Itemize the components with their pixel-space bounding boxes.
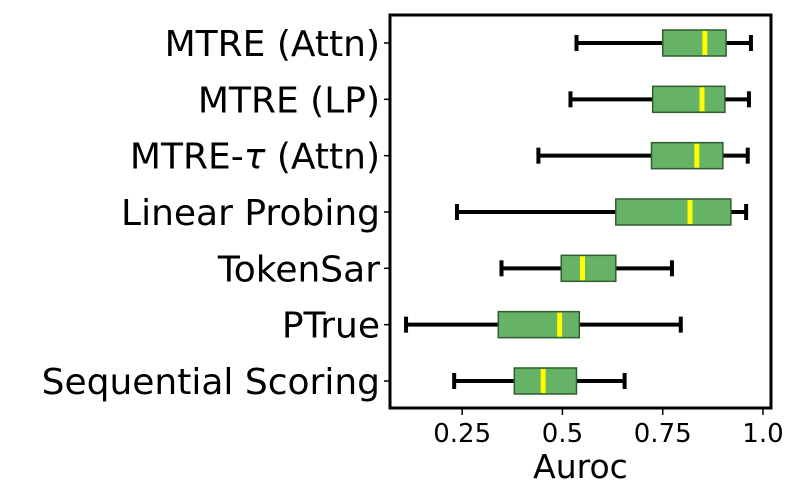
box-1	[568, 85, 751, 114]
category-label: PTrue	[282, 306, 380, 347]
box-4	[499, 254, 674, 283]
iqr-box	[661, 29, 727, 57]
boxes-group	[404, 29, 753, 395]
iqr-box	[497, 310, 581, 339]
category-label-part: PTrue	[282, 306, 380, 347]
box-6	[452, 367, 627, 395]
x-tick-label: 0.75	[634, 419, 692, 449]
category-label-part: τ	[244, 137, 266, 178]
category-label: MTRE (Attn)	[165, 24, 380, 65]
category-label: Linear Probing	[121, 193, 380, 234]
category-label: TokenSar	[217, 249, 380, 290]
iqr-box	[560, 254, 617, 283]
x-tick-label: 0.25	[433, 419, 491, 449]
box-5	[404, 310, 683, 339]
category-label-part: (Attn)	[265, 137, 380, 178]
category-label: MTRE (LP)	[198, 80, 380, 121]
category-label: Sequential Scoring	[42, 362, 380, 403]
x-tick-label: 1.0	[742, 419, 783, 449]
category-label: MTRE-τ (Attn)	[130, 137, 380, 178]
x-tick-label: 0.5	[542, 419, 583, 449]
iqr-box	[615, 198, 732, 226]
box-2	[536, 141, 750, 170]
x-axis: 0.25 0.5 0.75 1.0	[433, 408, 784, 449]
category-label-part: TokenSar	[217, 249, 380, 290]
category-label-part: MTRE (Attn)	[165, 24, 380, 65]
x-axis-title: Auroc	[533, 447, 628, 486]
category-label-part: Sequential Scoring	[42, 362, 380, 403]
category-label-part: MTRE-	[130, 137, 244, 178]
category-label-part: MTRE (LP)	[198, 80, 380, 121]
category-labels: MTRE (Attn) MTRE (LP) MTRE-τ (Attn) Linear …	[42, 24, 390, 403]
box-3	[454, 198, 749, 226]
iqr-box	[651, 85, 726, 114]
box-0	[574, 29, 753, 57]
iqr-box	[650, 141, 724, 170]
category-label-part: Linear Probing	[121, 193, 380, 234]
